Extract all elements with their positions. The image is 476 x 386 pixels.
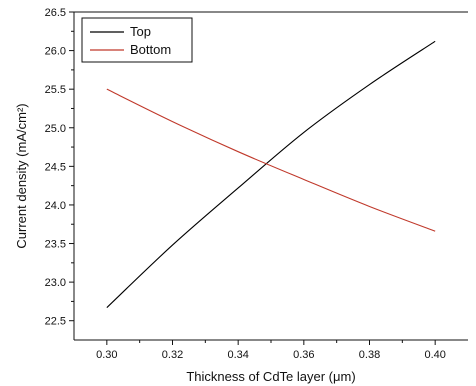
y-tick-label: 25.0 (45, 123, 66, 135)
y-tick-label: 26.5 (45, 7, 66, 19)
x-tick-label: 0.40 (424, 349, 445, 361)
y-tick-label: 26.0 (45, 46, 66, 58)
x-tick-label: 0.34 (227, 349, 248, 361)
legend-box (81, 17, 193, 63)
x-tick-label: 0.32 (162, 349, 183, 361)
series-line-top (106, 40, 436, 308)
x-axis-title: Thickness of CdTe layer (μm) (186, 369, 355, 384)
y-tick-label: 24.0 (45, 200, 66, 212)
x-tick-label: 0.30 (96, 349, 117, 361)
legend-label-bottom: Bottom (130, 42, 171, 57)
y-tick-label: 23.0 (45, 277, 66, 289)
legend-label-top: Top (130, 24, 151, 39)
axes: 0.30 0.32 0.34 0.36 0.38 0.40 22.5 23.0 23.5 24.0… (45, 7, 468, 361)
y-tick-label: 24.5 (45, 161, 66, 173)
x-tick-label: 0.38 (359, 349, 380, 361)
x-tick-label: 0.36 (293, 349, 314, 361)
plot-area (106, 40, 436, 308)
series-line-bottom (106, 88, 436, 232)
y-tick-label: 23.5 (45, 239, 66, 251)
legend: Top Bottom (81, 17, 193, 63)
y-tick-label: 25.5 (45, 84, 66, 96)
axis-titles: Thickness of CdTe layer (μm) Current dens… (14, 103, 356, 384)
y-tick-label: 22.5 (45, 316, 66, 328)
y-axis-title: Current density (mA/cm²) (14, 103, 29, 248)
